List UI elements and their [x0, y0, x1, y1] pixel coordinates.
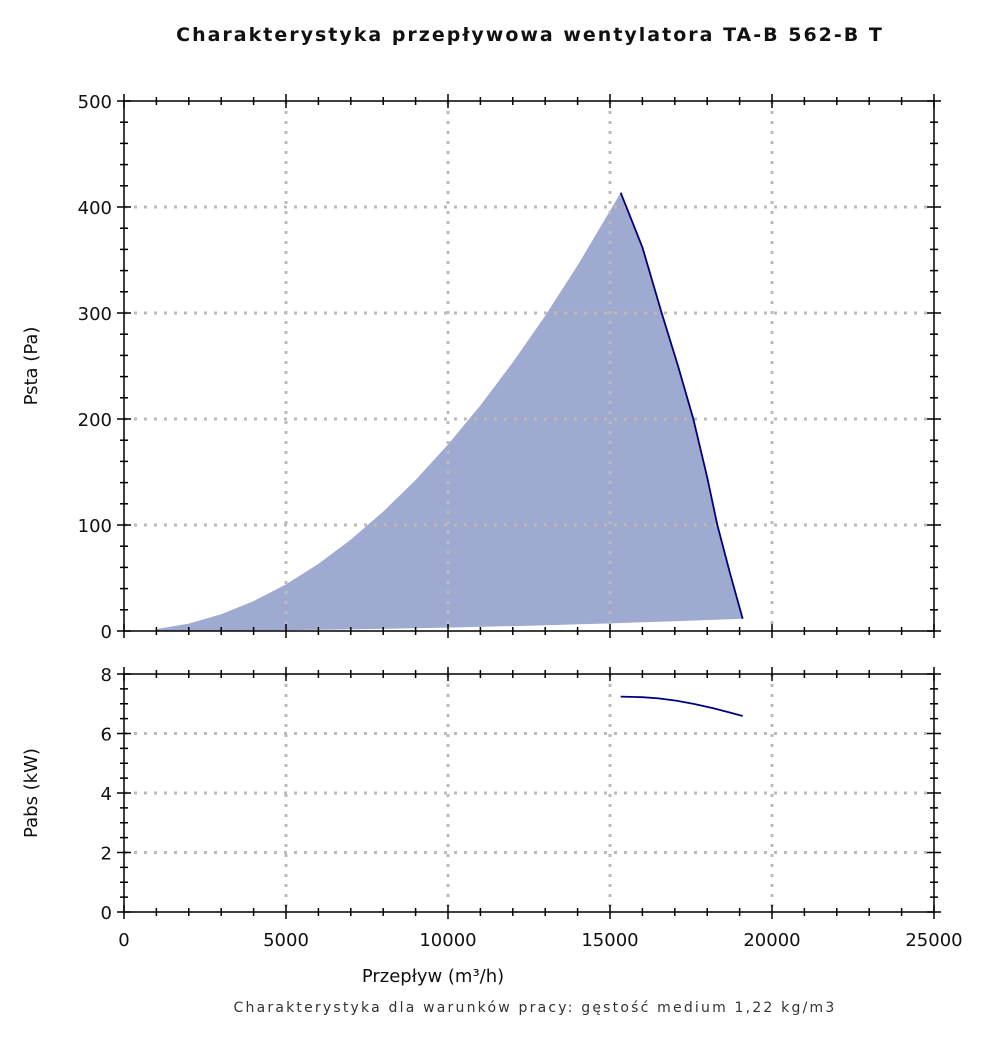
y-tick-label: 8: [101, 665, 112, 686]
x-tick-label: 0: [118, 930, 129, 951]
y-axis-label: Pabs (kW): [21, 748, 42, 838]
y-tick-label: 4: [101, 784, 112, 805]
fan-curve-line: [619, 192, 744, 619]
power-panel: 0 2 4 6 8 0 5000 10000 15000 20000 25000 Pabs (kW) P…: [21, 665, 963, 987]
plot-frame: [123, 100, 935, 632]
x-tick-label: 20000: [743, 930, 800, 951]
y-tick-label: 0: [101, 903, 112, 924]
chart-title: Charakterystyka przepływowa wentylatora …: [176, 24, 884, 46]
operating-area: [156, 192, 743, 631]
y-tick-label: 400: [78, 198, 112, 219]
y-tick-label: 100: [78, 516, 112, 537]
y-tick-label: 2: [101, 844, 112, 865]
y-tick-label: 0: [101, 622, 112, 643]
x-tick-label: 15000: [581, 930, 638, 951]
y-tick-label: 6: [101, 725, 112, 746]
x-tick-label: 25000: [905, 930, 962, 951]
x-tick-label: 10000: [419, 930, 476, 951]
y-axis-label: Psta (Pa): [21, 327, 42, 406]
pressure-panel: 0 100 200 300 400 500 Psta (Pa): [21, 92, 941, 643]
x-tick-label: 5000: [263, 930, 309, 951]
power-curve-line: [620, 695, 743, 717]
x-axis-label: Przepływ (m³/h): [362, 966, 504, 987]
y-tick-label: 300: [78, 304, 112, 325]
y-tick-label: 500: [78, 92, 112, 113]
chart-footer-note: Charakterystyka dla warunków pracy: gęst…: [233, 1000, 837, 1016]
y-tick-label: 200: [78, 410, 112, 431]
